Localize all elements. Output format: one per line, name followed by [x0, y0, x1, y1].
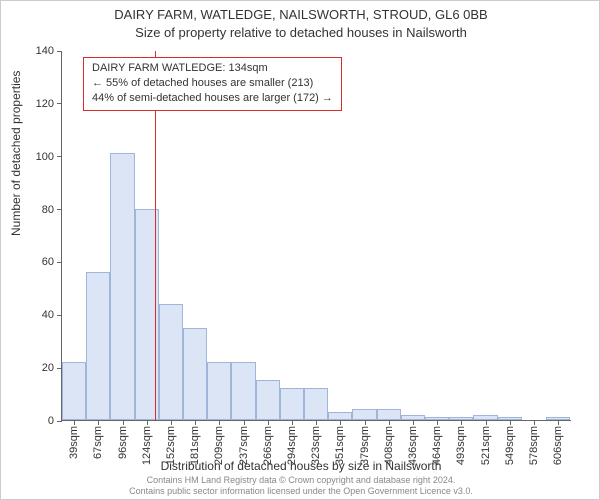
histogram-bar	[328, 412, 352, 420]
ytick-mark	[57, 262, 62, 263]
xtick-mark	[365, 420, 366, 425]
ytick-label: 120	[36, 98, 54, 110]
ytick-mark	[57, 421, 62, 422]
credits-line-2: Contains public sector information licen…	[1, 486, 600, 497]
ytick-mark	[57, 315, 62, 316]
ytick-label: 0	[48, 415, 54, 427]
xtick-mark	[510, 420, 511, 425]
ytick-mark	[57, 103, 62, 104]
histogram-bar	[280, 388, 304, 420]
xtick-mark	[461, 420, 462, 425]
xtick-mark	[195, 420, 196, 425]
annotation-line-2: ← 55% of detached houses are smaller (21…	[92, 76, 333, 91]
annotation-box: DAIRY FARM WATLEDGE: 134sqm ← 55% of det…	[83, 57, 342, 111]
ytick-label: 80	[42, 204, 54, 216]
histogram-bar	[256, 380, 280, 420]
ytick-mark	[57, 51, 62, 52]
title-line-1: DAIRY FARM, WATLEDGE, NAILSWORTH, STROUD…	[1, 7, 600, 22]
xtick-label: 39sqm	[68, 426, 80, 459]
xtick-mark	[558, 420, 559, 425]
xtick-mark	[534, 420, 535, 425]
xtick-mark	[74, 420, 75, 425]
histogram-bar	[352, 409, 376, 420]
histogram-bar	[231, 362, 255, 420]
histogram-bar	[183, 328, 207, 421]
xtick-mark	[123, 420, 124, 425]
xtick-mark	[219, 420, 220, 425]
credits-line-1: Contains HM Land Registry data © Crown c…	[1, 475, 600, 486]
xtick-mark	[98, 420, 99, 425]
xtick-label: 96sqm	[117, 426, 129, 459]
xtick-mark	[244, 420, 245, 425]
xtick-mark	[171, 420, 172, 425]
histogram-bar	[86, 272, 110, 420]
histogram-bar	[304, 388, 328, 420]
xtick-mark	[268, 420, 269, 425]
ytick-mark	[57, 209, 62, 210]
ytick-label: 140	[36, 45, 54, 57]
xtick-mark	[340, 420, 341, 425]
chart-container: DAIRY FARM, WATLEDGE, NAILSWORTH, STROUD…	[0, 0, 600, 500]
x-axis-label: Distribution of detached houses by size …	[1, 459, 600, 473]
xtick-mark	[292, 420, 293, 425]
ytick-label: 40	[42, 309, 54, 321]
ytick-mark	[57, 156, 62, 157]
xtick-label: 67sqm	[92, 426, 104, 459]
histogram-bar	[110, 153, 134, 420]
histogram-bar	[207, 362, 231, 420]
annotation-line-1: DAIRY FARM WATLEDGE: 134sqm	[92, 61, 333, 76]
histogram-bar	[377, 409, 401, 420]
xtick-mark	[147, 420, 148, 425]
ytick-label: 100	[36, 151, 54, 163]
xtick-mark	[486, 420, 487, 425]
xtick-mark	[413, 420, 414, 425]
ytick-mark	[57, 368, 62, 369]
xtick-mark	[316, 420, 317, 425]
ytick-label: 60	[42, 256, 54, 268]
histogram-bar	[159, 304, 183, 420]
xtick-mark	[437, 420, 438, 425]
ytick-label: 20	[42, 362, 54, 374]
xtick-mark	[389, 420, 390, 425]
annotation-line-3: 44% of semi-detached houses are larger (…	[92, 91, 333, 106]
y-axis-label: Number of detached properties	[9, 71, 23, 236]
histogram-bar	[62, 362, 86, 420]
credits: Contains HM Land Registry data © Crown c…	[1, 475, 600, 497]
title-line-2: Size of property relative to detached ho…	[1, 25, 600, 40]
